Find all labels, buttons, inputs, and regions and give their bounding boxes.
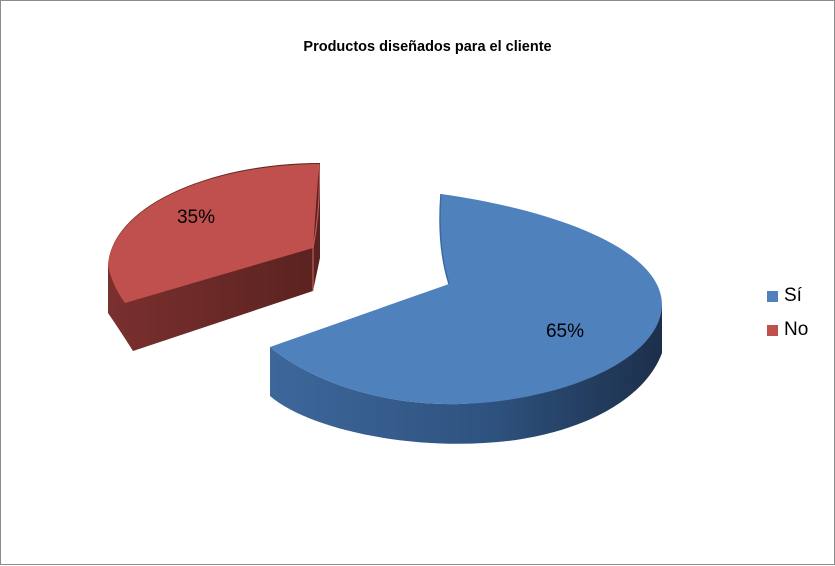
legend-label-si: Sí bbox=[784, 285, 802, 306]
legend-swatch-si bbox=[767, 290, 778, 302]
legend-item-no: No bbox=[767, 319, 808, 341]
chart-title: Productos diseñados para el cliente bbox=[303, 39, 552, 55]
pie-slice-si-side bbox=[270, 306, 662, 444]
pie-slice-no-edge bbox=[312, 163, 320, 291]
legend-label-no: No bbox=[784, 319, 809, 340]
pie-slice-si-inner-edge bbox=[439, 193, 450, 285]
pie-slice-no bbox=[108, 164, 319, 303]
pie-slice-si bbox=[270, 194, 663, 405]
legend-item-si: Sí bbox=[767, 285, 808, 307]
data-label-no: 35% bbox=[177, 207, 215, 228]
legend-swatch-no bbox=[767, 324, 778, 336]
data-label-si: 65% bbox=[546, 321, 584, 342]
legend: Sí No bbox=[767, 285, 808, 353]
